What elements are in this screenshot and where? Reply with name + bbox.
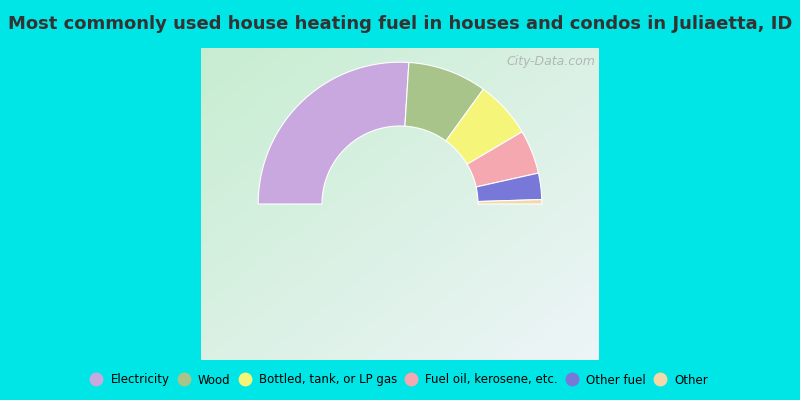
Text: City-Data.com: City-Data.com [507, 55, 596, 68]
Polygon shape [478, 200, 542, 204]
Polygon shape [476, 173, 542, 202]
Polygon shape [446, 89, 522, 164]
Polygon shape [258, 62, 409, 204]
Text: Most commonly used house heating fuel in houses and condos in Juliaetta, ID: Most commonly used house heating fuel in… [8, 15, 792, 33]
Polygon shape [467, 132, 538, 187]
Legend: Electricity, Wood, Bottled, tank, or LP gas, Fuel oil, kerosene, etc., Other fue: Electricity, Wood, Bottled, tank, or LP … [88, 370, 712, 390]
Polygon shape [405, 62, 483, 141]
